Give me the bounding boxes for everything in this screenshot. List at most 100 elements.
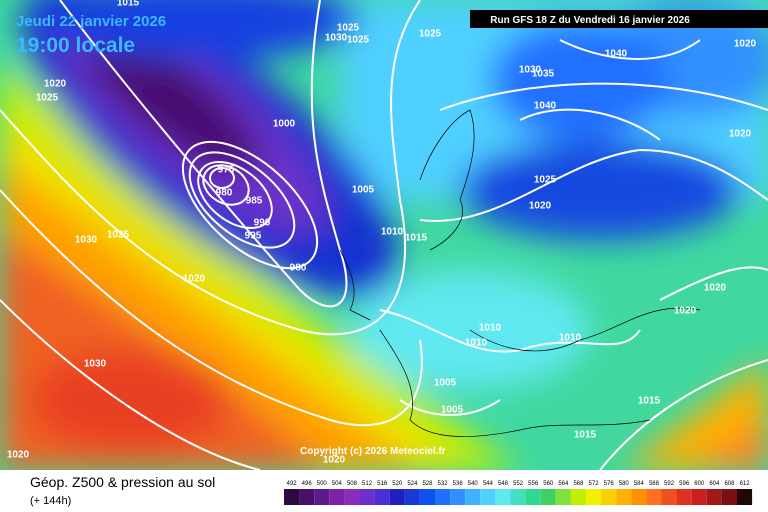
isobar-label: 1040 — [534, 101, 557, 112]
isobar-label: 1020 — [674, 306, 697, 317]
isobar-label: 1025 — [347, 35, 370, 46]
legend-tick: 596 — [679, 481, 690, 487]
legend-tick: 600 — [694, 481, 705, 487]
legend-tick: 564 — [558, 481, 569, 487]
legend-tick: 560 — [543, 481, 554, 487]
isobar-label: 1020 — [704, 283, 727, 294]
isobar-label: 980 — [216, 188, 233, 199]
coastlines — [339, 109, 701, 437]
isobar-label: 1020 — [183, 274, 206, 285]
legend-tick: 592 — [664, 481, 675, 487]
lead-time: (+ 144h) — [30, 495, 71, 507]
isobar-label: 995 — [245, 231, 262, 242]
legend-swatch — [661, 489, 677, 505]
isobar-label: 1005 — [352, 185, 375, 196]
legend-tick: 492 — [287, 481, 298, 487]
legend-swatch — [284, 489, 300, 505]
legend-swatch — [374, 489, 390, 505]
legend-swatch — [601, 489, 617, 505]
legend-swatch — [299, 489, 315, 505]
isobar-label: 1020 — [7, 450, 30, 461]
isobar-label: 1025 — [534, 175, 557, 186]
legend-swatch — [510, 489, 526, 505]
isobar-label: 985 — [246, 196, 263, 207]
isobar-label: 1030 — [84, 359, 107, 370]
legend-swatch — [691, 489, 707, 505]
legend-tick: 604 — [709, 481, 720, 487]
legend-swatch — [480, 489, 496, 505]
legend-swatch — [555, 489, 571, 505]
legend-tick: 584 — [634, 481, 645, 487]
legend-swatch — [450, 489, 466, 505]
run-box — [470, 10, 768, 28]
isobar-label: 1010 — [479, 323, 502, 334]
legend-swatch — [389, 489, 405, 505]
legend-tick: 544 — [483, 481, 494, 487]
legend-tick: 528 — [422, 481, 433, 487]
date: Jeudi 22 janvier 2026 — [16, 13, 166, 30]
isobar-label: 1015 — [574, 430, 597, 441]
legend-tick: 548 — [498, 481, 509, 487]
legend-swatch — [465, 489, 481, 505]
legend-swatch — [419, 489, 435, 505]
isobar-label: 1020 — [323, 455, 346, 466]
legend-swatch — [676, 489, 692, 505]
isobars — [0, 0, 768, 470]
legend-tick: 540 — [468, 481, 479, 487]
legend-tick: 504 — [332, 481, 343, 487]
legend-swatch — [314, 489, 330, 505]
legend-swatch — [540, 489, 556, 505]
isobar-label: 1035 — [532, 69, 555, 80]
isobar-label: 1010 — [559, 333, 582, 344]
legend-swatch — [359, 489, 375, 505]
legend-tick: 520 — [392, 481, 403, 487]
legend-tick: 508 — [347, 481, 358, 487]
time: 19:00 locale — [16, 34, 135, 57]
isobar-label: 1040 — [605, 49, 628, 60]
isobar-label: 1015 — [117, 0, 140, 9]
isobar-label: 1025 — [36, 93, 59, 104]
isobar-label: 1015 — [405, 233, 428, 244]
legend-swatch — [570, 489, 586, 505]
legend-tick: 576 — [604, 481, 615, 487]
legend-tick: 500 — [317, 481, 328, 487]
isobar-label: 1010 — [465, 338, 488, 349]
isobar-label: 1000 — [273, 119, 296, 130]
legend-swatch — [586, 489, 602, 505]
legend-tick: 612 — [740, 481, 751, 487]
isobar-label: 1025 — [337, 23, 360, 34]
legend-tick: 572 — [589, 481, 600, 487]
isobar-label: 1020 — [529, 201, 552, 212]
footer-title: Géop. Z500 & pression au sol — [30, 474, 215, 490]
legend-tick: 524 — [407, 481, 418, 487]
isobar-label: 1030 — [325, 33, 348, 44]
legend-tick: 532 — [438, 481, 449, 487]
isobar-label: 1005 — [434, 378, 457, 389]
isobar-label: 1025 — [107, 230, 130, 241]
isobar-label: 1015 — [638, 396, 661, 407]
legend-tick: 588 — [649, 481, 660, 487]
legend-swatch — [706, 489, 722, 505]
legend-swatch — [721, 489, 737, 505]
legend-tick: 516 — [377, 481, 388, 487]
field — [0, 0, 768, 470]
isobar-label: 1005 — [441, 405, 464, 416]
legend-swatch — [737, 489, 753, 505]
legend-tick: 556 — [528, 481, 539, 487]
isobar-label: 1020 — [729, 129, 752, 140]
legend-swatch — [525, 489, 541, 505]
isobar-label: 1020 — [44, 79, 67, 90]
legend-tick: 568 — [573, 481, 584, 487]
legend-tick: 608 — [724, 481, 735, 487]
legend-swatch — [404, 489, 420, 505]
legend-swatch — [495, 489, 511, 505]
legend-swatch — [646, 489, 662, 505]
legend-swatch — [329, 489, 345, 505]
isobar-label: 1010 — [381, 227, 404, 238]
copyright: Copyright (c) 2026 Meteociel.fr — [300, 446, 446, 457]
legend-swatch — [435, 489, 451, 505]
legend-swatch — [344, 489, 360, 505]
legend-tick: 580 — [619, 481, 630, 487]
